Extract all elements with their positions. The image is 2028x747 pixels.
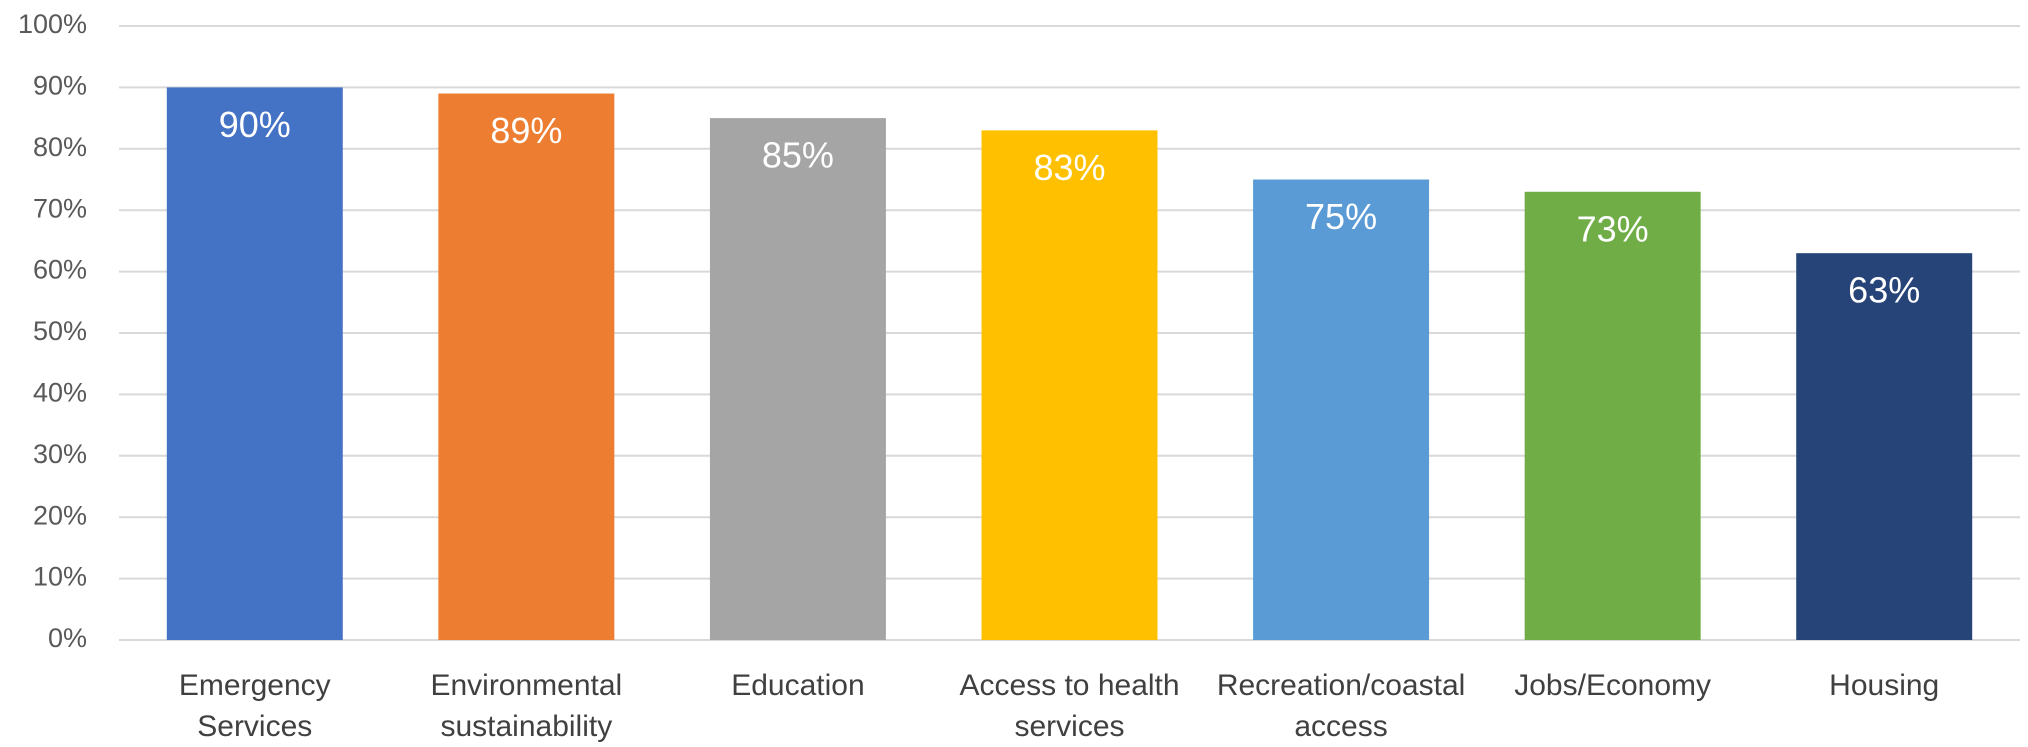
data-label: 90% [219, 104, 291, 145]
bar [166, 87, 343, 640]
data-label: 75% [1305, 196, 1377, 237]
x-tick-label: Jobs/Economy [1514, 669, 1712, 702]
data-label: 73% [1577, 208, 1649, 249]
x-tick-label: Emergency Services [178, 669, 331, 743]
data-label: 83% [1033, 147, 1105, 188]
bar [1524, 191, 1701, 640]
data-label: 63% [1848, 270, 1920, 311]
y-tick-label: 50% [33, 316, 87, 346]
y-tick-label: 90% [33, 71, 87, 101]
bar [1796, 253, 1973, 640]
y-tick-label: 30% [33, 439, 87, 469]
y-tick-label: 10% [33, 562, 87, 592]
data-label: 89% [490, 110, 562, 151]
y-tick-label: 0% [48, 623, 87, 653]
x-tick-label: Environmental sustainability [430, 669, 623, 743]
y-tick-label: 60% [33, 255, 87, 285]
y-tick-label: 40% [33, 378, 87, 408]
bar [438, 93, 615, 641]
y-tick-label: 100% [18, 9, 87, 39]
data-label: 85% [762, 135, 834, 176]
bar [1253, 179, 1430, 640]
bar [709, 118, 886, 641]
x-tick-label: Housing [1829, 669, 1940, 702]
y-tick-label: 20% [33, 500, 87, 530]
x-tick-label: Recreation/coastal access [1216, 669, 1466, 743]
x-tick-label: Access to health services [959, 669, 1180, 743]
x-tick-label: Education [731, 669, 865, 702]
y-tick-label: 80% [33, 132, 87, 162]
bar [981, 130, 1158, 640]
y-tick-label: 70% [33, 193, 87, 223]
